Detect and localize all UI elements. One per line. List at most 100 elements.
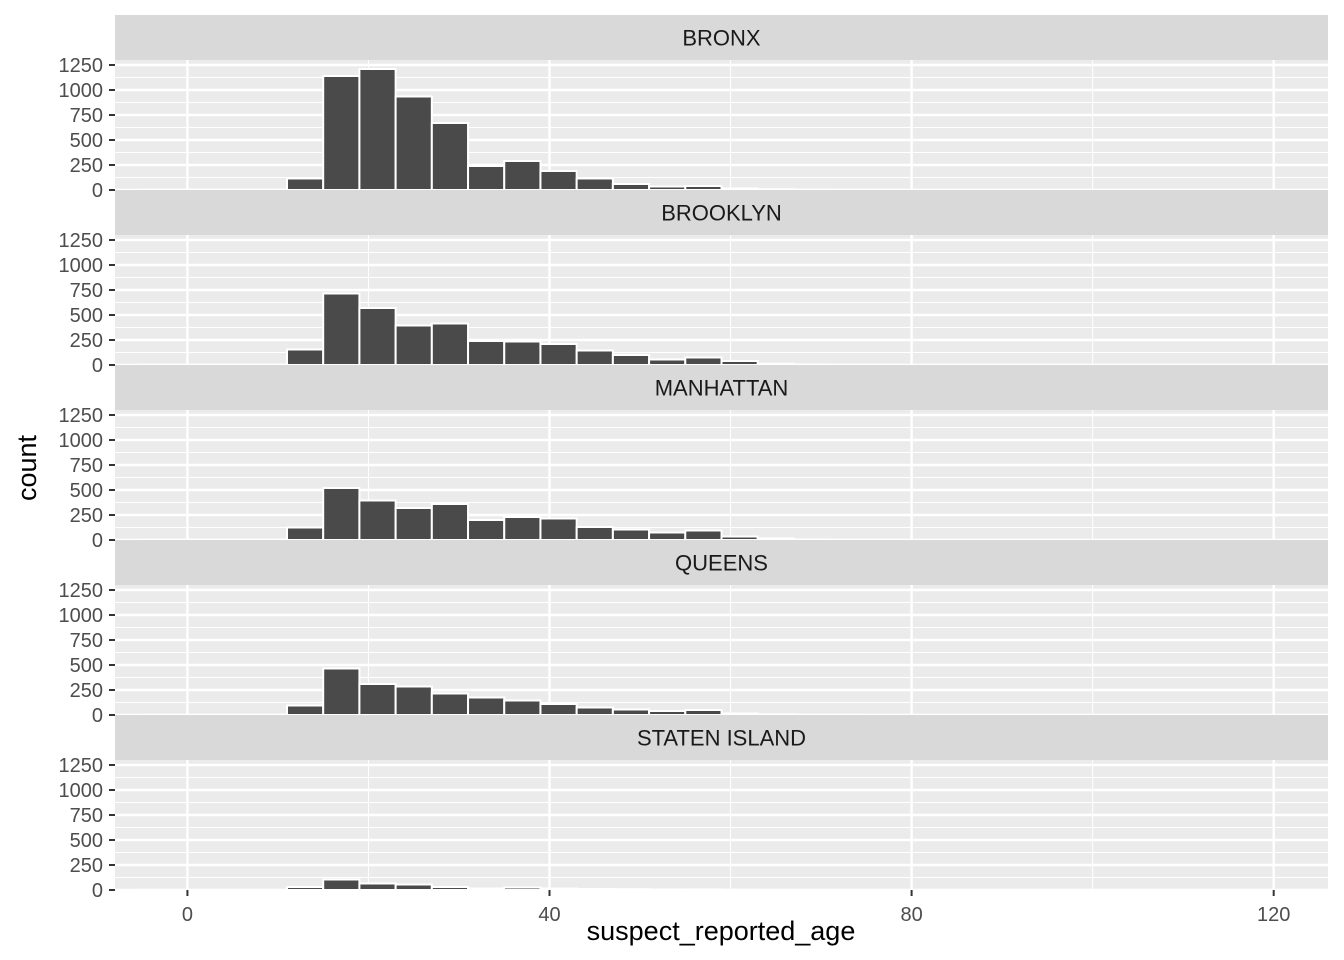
histogram-bar (430, 692, 470, 716)
facet-panel: MANHATTAN 0 250 500 750 1000 1250 (59, 365, 1339, 552)
histogram-bar (575, 888, 614, 891)
panel-background (115, 60, 1328, 190)
histogram-bar (285, 526, 325, 541)
y-tick-label: 0 (92, 530, 103, 552)
histogram-bar (285, 348, 325, 366)
histogram-bar (285, 704, 325, 716)
facet-strip-label: QUEENS (675, 551, 768, 576)
facet-strip-label: STATEN ISLAND (637, 726, 806, 751)
histogram-bar (720, 535, 759, 541)
y-tick-label: 750 (70, 280, 103, 302)
histogram-bar (937, 888, 976, 892)
histogram-bar (648, 531, 687, 541)
histogram-bar (503, 160, 542, 191)
histogram-bar (684, 356, 723, 366)
histogram-bar (503, 516, 542, 541)
y-tick-label: 250 (70, 330, 103, 352)
histogram-bar (1227, 888, 1266, 892)
histogram-bar (285, 886, 325, 891)
y-tick-label: 1000 (59, 80, 104, 102)
y-tick-label: 1250 (59, 230, 104, 252)
facet-strip (115, 715, 1328, 760)
histogram-bar (249, 888, 288, 892)
y-tick-label: 1250 (59, 755, 104, 777)
histogram-bar (467, 165, 506, 191)
y-tick-label: 1250 (59, 580, 104, 602)
histogram-bar (322, 292, 361, 366)
histogram-bar (865, 888, 904, 892)
histogram-bar (756, 188, 795, 191)
histogram-bar (901, 888, 940, 892)
histogram-bar (720, 360, 759, 366)
histogram-bar (467, 340, 506, 366)
y-tick-label: 500 (70, 480, 103, 502)
histogram-bar (720, 888, 759, 892)
y-tick-label: 0 (92, 880, 103, 902)
y-tick-label: 500 (70, 130, 103, 152)
histogram-bar (430, 886, 470, 891)
histogram-bar (394, 685, 433, 716)
facet-strip-label: MANHATTAN (655, 376, 789, 401)
histogram-bar (1010, 888, 1049, 892)
histogram-bar (467, 696, 506, 716)
histogram-bar (358, 882, 397, 891)
histogram-bar (756, 537, 795, 541)
histogram-bar (503, 886, 542, 891)
y-tick-label: 250 (70, 680, 103, 702)
histogram-bar (358, 307, 397, 366)
histogram-bar (756, 888, 795, 892)
histogram-bar (575, 177, 614, 191)
histogram-bar (792, 538, 832, 541)
histogram-bar (611, 708, 651, 716)
histogram-bar (394, 324, 433, 366)
histogram-bar (322, 667, 361, 716)
histogram-bar (756, 713, 795, 717)
histogram-bar (322, 878, 361, 891)
histogram-bar (611, 888, 651, 892)
y-tick-label: 500 (70, 655, 103, 677)
histogram-bar (503, 699, 542, 716)
y-tick-label: 250 (70, 155, 103, 177)
histogram-bar (539, 703, 578, 716)
y-tick-label: 0 (92, 705, 103, 727)
histogram-bar (1118, 888, 1158, 892)
histogram-bar (394, 507, 433, 541)
x-tick-label: 80 (900, 904, 922, 926)
facet-strip-label: BROOKLYN (661, 201, 782, 226)
y-tick-label: 0 (92, 180, 103, 202)
facet-strip (115, 190, 1328, 235)
histogram-bar (1299, 888, 1339, 892)
y-tick-label: 1000 (59, 780, 104, 802)
facet-strip-label: BRONX (682, 26, 761, 51)
facet-panels: BRONX 0 250 500 750 1000 1250 BROOKLYN 0 250 500 75… (59, 15, 1339, 902)
histogram-bar (539, 887, 578, 891)
histogram-bar (684, 529, 723, 541)
histogram-bar (430, 322, 470, 366)
y-tick-label: 1000 (59, 430, 104, 452)
histogram-bar (1046, 888, 1085, 892)
histogram-bar (684, 888, 723, 892)
histogram-bar (648, 358, 687, 366)
facet-strip (115, 540, 1328, 585)
histogram-bar (792, 363, 832, 366)
histogram-bar (1191, 888, 1230, 892)
y-axis-title: count (12, 434, 42, 501)
facet-strip (115, 365, 1328, 410)
panel-background (115, 585, 1328, 715)
y-tick-label: 1000 (59, 255, 104, 277)
x-tick-label: 0 (182, 904, 193, 926)
histogram-bar (684, 185, 723, 191)
y-tick-label: 750 (70, 630, 103, 652)
histogram-bar (503, 340, 542, 366)
histogram-bar (430, 122, 470, 191)
histogram-bar (792, 888, 832, 892)
histogram-bar (394, 95, 433, 191)
histogram-bar (720, 187, 759, 191)
histogram-bar (1155, 888, 1194, 892)
x-axis: 0 40 80 120 (182, 890, 1290, 926)
histogram-bar (684, 709, 723, 716)
histogram-bar (1082, 888, 1121, 892)
panel-background (115, 760, 1328, 890)
y-tick-label: 500 (70, 305, 103, 327)
